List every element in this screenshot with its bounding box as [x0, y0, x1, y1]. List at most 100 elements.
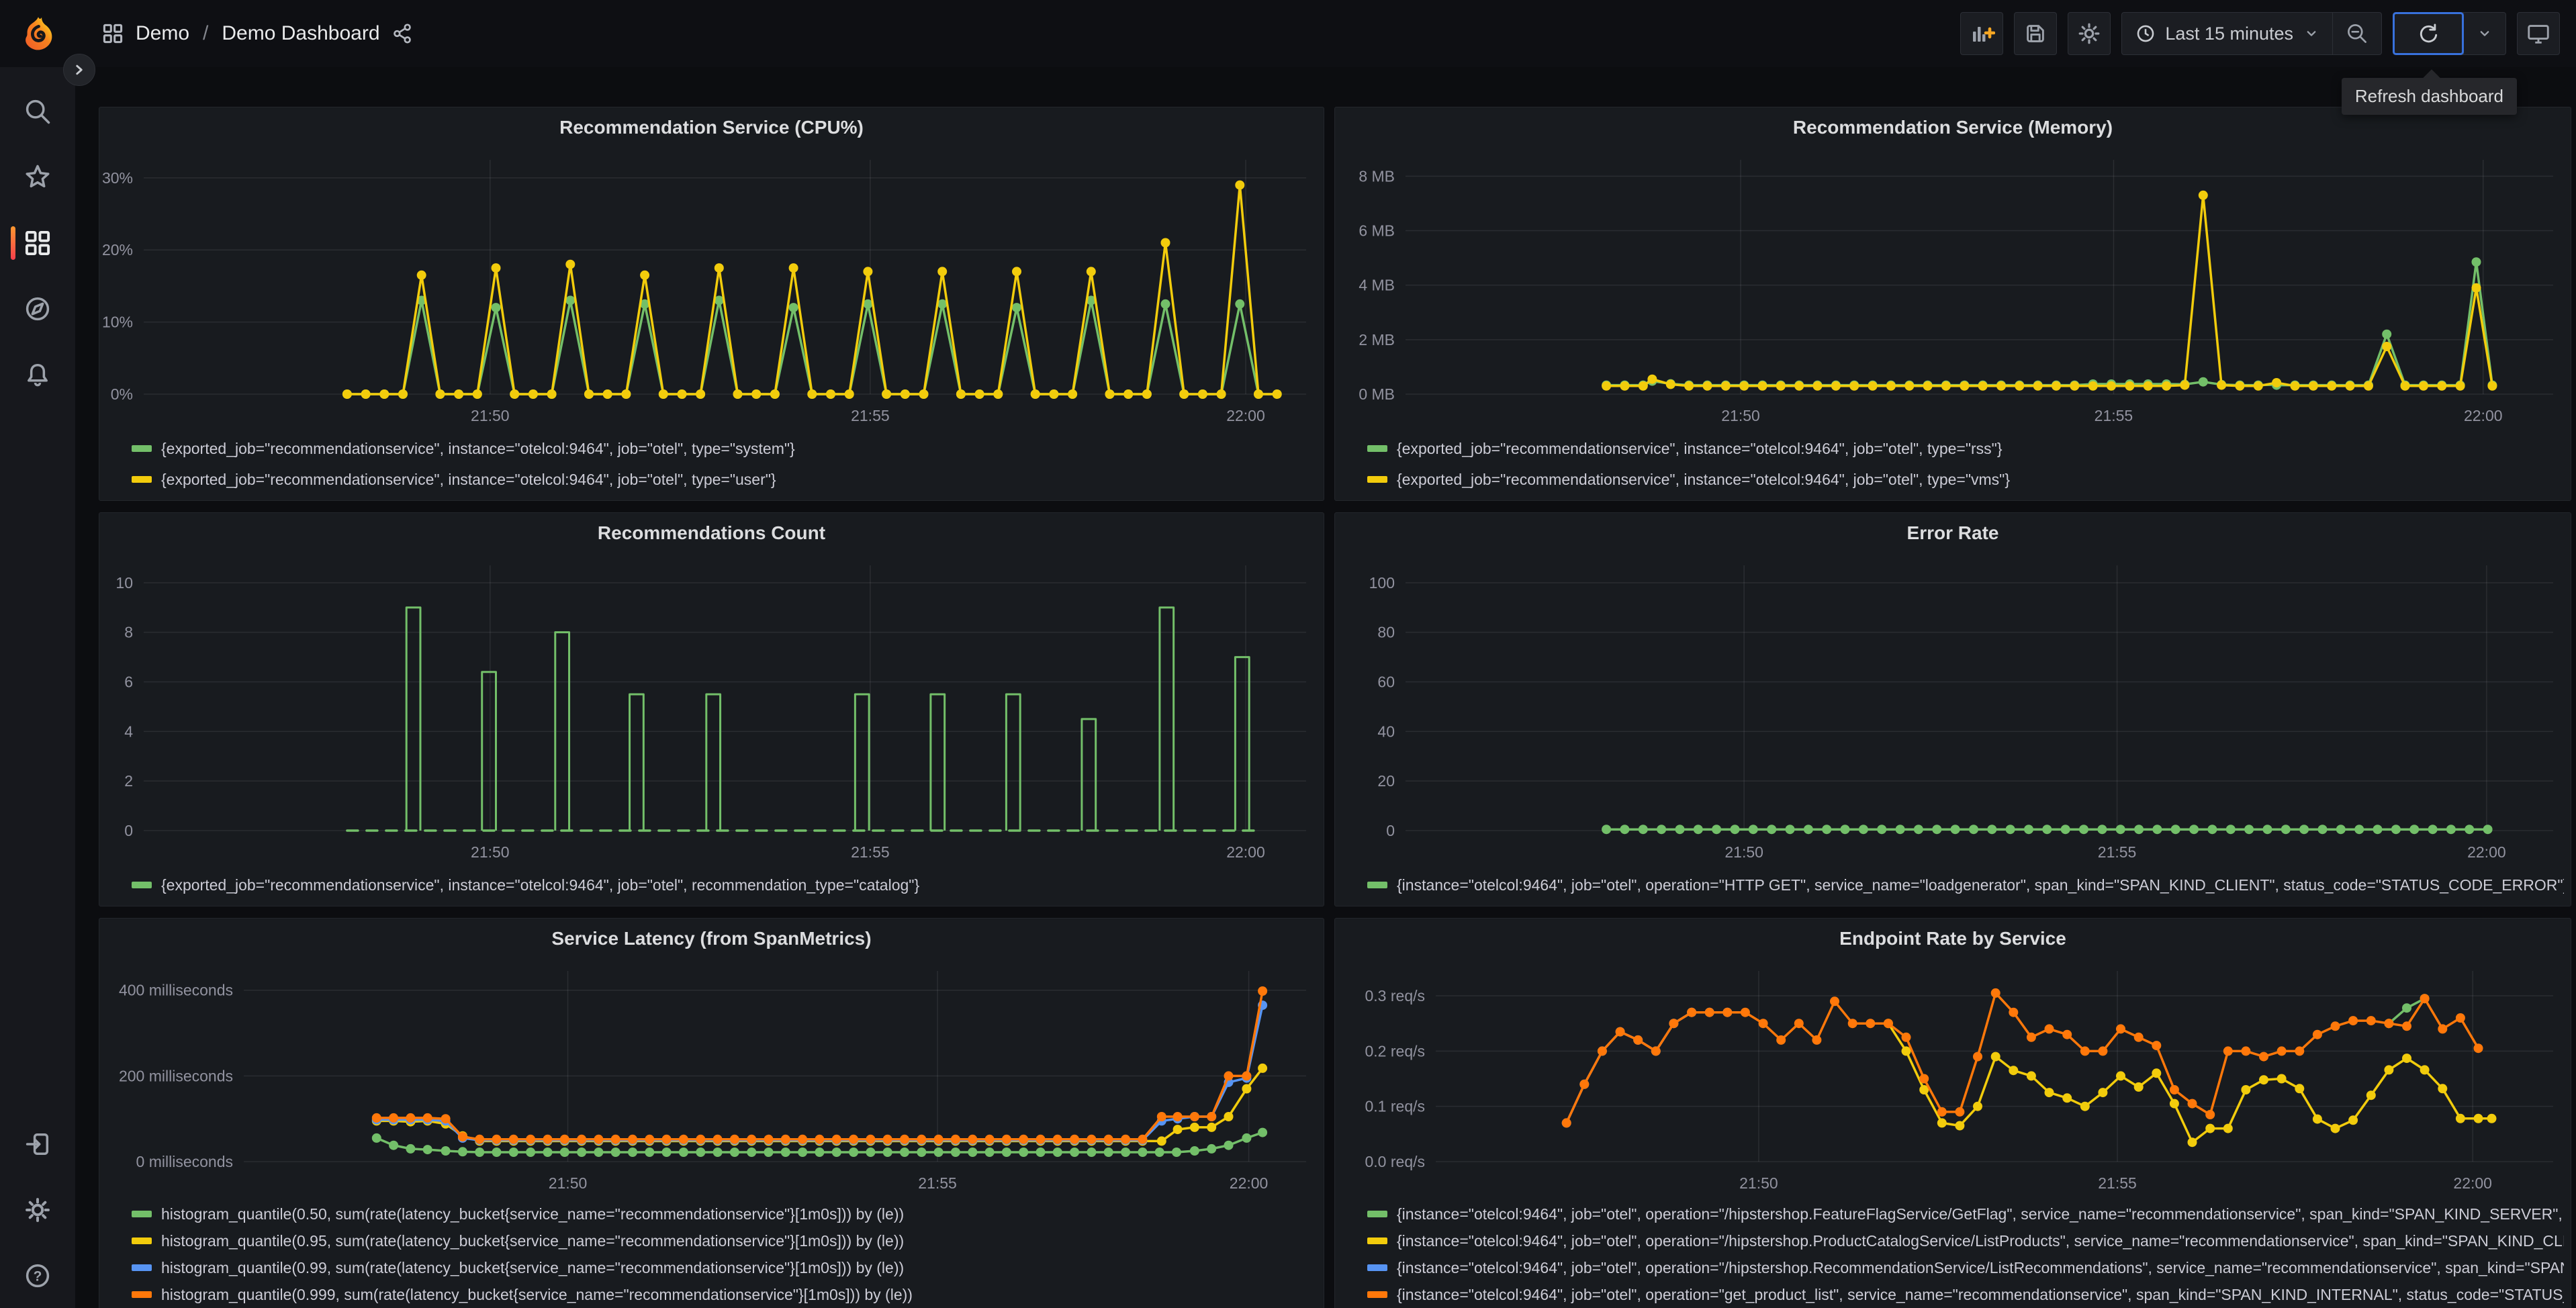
- legend-label: histogram_quantile(0.999, sum(rate(laten…: [161, 1285, 913, 1303]
- legend-swatch: [132, 882, 152, 888]
- gear-icon: [2079, 23, 2100, 44]
- legend-item[interactable]: {instance="otelcol:9464", job="otel", op…: [1367, 870, 2564, 900]
- legend-item[interactable]: {instance="otelcol:9464", job="otel", op…: [1367, 1227, 2564, 1254]
- zoom-out-button[interactable]: [2332, 13, 2381, 54]
- sidebar-item-sign-in[interactable]: [0, 1112, 75, 1176]
- add-panel-button[interactable]: [1960, 12, 2004, 55]
- svg-text:21:50: 21:50: [1721, 407, 1760, 424]
- chart-error-rate[interactable]: 21:50 21:55 22:00 0 20 40 60 80 100: [1335, 553, 2571, 868]
- legend-item[interactable]: {exported_job="recommendationservice", i…: [132, 433, 1317, 464]
- legend-label: {instance="otelcol:9464", job="otel", op…: [1397, 1205, 2564, 1223]
- sidebar-expand-button[interactable]: [63, 54, 95, 86]
- star-icon: [26, 165, 50, 188]
- legend-label: {instance="otelcol:9464", job="otel", op…: [1397, 1285, 2564, 1303]
- panel-title[interactable]: Error Rate: [1906, 522, 1999, 543]
- svg-text:22:00: 22:00: [2464, 407, 2503, 424]
- svg-text:22:00: 22:00: [1226, 407, 1265, 424]
- panel-title[interactable]: Recommendation Service (Memory): [1792, 117, 2113, 138]
- panel-recommendation-cpu: Recommendation Service (CPU%) 21:50 21:55…: [99, 107, 1324, 501]
- legend-item[interactable]: histogram_quantile(0.999, sum(rate(laten…: [132, 1281, 1317, 1308]
- legend-item[interactable]: {instance="otelcol:9464", job="otel", op…: [1367, 1201, 2564, 1227]
- svg-text:22:00: 22:00: [1230, 1174, 1269, 1192]
- chart-latency[interactable]: 21:50 21:55 22:00 0 milliseconds 200 millise…: [99, 959, 1324, 1199]
- chart-memory[interactable]: 21:50 21:55 22:00 0 MB 2 MB 4 MB 6 MB 8 MB: [1335, 148, 2571, 432]
- svg-text:10: 10: [116, 574, 133, 592]
- sidebar-item-dashboards[interactable]: [0, 211, 75, 275]
- svg-text:21:50: 21:50: [549, 1174, 588, 1192]
- panel-grid: Recommendation Service (CPU%) 21:50 21:55…: [99, 107, 2571, 1308]
- svg-text:200 milliseconds: 200 milliseconds: [119, 1067, 233, 1084]
- chart-count[interactable]: 21:50 21:55 22:00 0 2 4 6 8 10: [99, 553, 1324, 868]
- svg-text:400 milliseconds: 400 milliseconds: [119, 982, 233, 999]
- breadcrumb-folder[interactable]: Demo: [136, 22, 190, 44]
- legend: {instance="otelcol:9464", job="otel", op…: [1335, 1199, 2571, 1308]
- chart-cpu[interactable]: 21:50 21:55 22:00 0% 10% 20% 30%: [99, 148, 1324, 432]
- sidebar-item-alerting[interactable]: [0, 342, 75, 407]
- svg-text:4: 4: [124, 722, 133, 740]
- legend-swatch: [1367, 1264, 1387, 1271]
- legend-item[interactable]: {exported_job="recommendationservice", i…: [132, 464, 1317, 495]
- svg-text:10%: 10%: [102, 314, 133, 331]
- share-icon[interactable]: [391, 22, 414, 45]
- gear-icon: [26, 1198, 50, 1222]
- svg-text:6: 6: [124, 673, 133, 691]
- legend-swatch: [1367, 882, 1387, 888]
- active-indicator: [11, 226, 15, 260]
- grafana-logo[interactable]: [20, 15, 56, 52]
- panel-title[interactable]: Endpoint Rate by Service: [1839, 928, 2066, 949]
- dashboard-settings-button[interactable]: [2068, 12, 2111, 55]
- sidebar-item-configuration[interactable]: [0, 1178, 75, 1242]
- breadcrumb-dashboard[interactable]: Demo Dashboard: [222, 22, 380, 44]
- search-icon: [26, 99, 50, 124]
- legend: {exported_job="recommendationservice", i…: [99, 868, 1324, 906]
- chart-endpoint-rate[interactable]: 21:50 21:55 22:00 0.0 req/s 0.1 req/s 0.2 req…: [1335, 959, 2571, 1199]
- time-range-picker[interactable]: Last 15 minutes: [2122, 13, 2332, 54]
- panel-title[interactable]: Recommendation Service (CPU%): [559, 117, 864, 138]
- legend-item[interactable]: {instance="otelcol:9464", job="otel", op…: [1367, 1281, 2564, 1308]
- time-range-group: Last 15 minutes: [2121, 12, 2382, 55]
- legend-item[interactable]: histogram_quantile(0.95, sum(rate(latenc…: [132, 1227, 1317, 1254]
- legend: {instance="otelcol:9464", job="otel", op…: [1335, 868, 2571, 906]
- sidebar-item-explore[interactable]: [0, 277, 75, 341]
- svg-text:21:55: 21:55: [851, 407, 890, 424]
- legend-item[interactable]: histogram_quantile(0.99, sum(rate(latenc…: [132, 1254, 1317, 1281]
- cycle-view-mode-button[interactable]: [2517, 12, 2560, 55]
- sidebar-item-help[interactable]: ?: [0, 1244, 75, 1308]
- legend-item[interactable]: {exported_job="recommendationservice", i…: [1367, 433, 2564, 464]
- panel-recommendation-memory: Recommendation Service (Memory) 21:50 21:…: [1334, 107, 2571, 501]
- svg-text:20: 20: [1377, 772, 1395, 790]
- legend-label: {instance="otelcol:9464", job="otel", op…: [1397, 1231, 2564, 1250]
- svg-text:100: 100: [1369, 574, 1395, 592]
- svg-text:21:50: 21:50: [471, 843, 510, 861]
- svg-text:20%: 20%: [102, 241, 133, 259]
- legend: histogram_quantile(0.50, sum(rate(latenc…: [99, 1199, 1324, 1308]
- refresh-interval-dropdown[interactable]: [2463, 13, 2505, 54]
- svg-text:0: 0: [124, 822, 133, 839]
- sidebar-item-search[interactable]: [0, 79, 75, 144]
- chevron-down-icon: [2480, 31, 2489, 36]
- clock-icon: [2137, 25, 2154, 42]
- sidebar-item-starred[interactable]: [0, 145, 75, 209]
- legend-item[interactable]: {exported_job="recommendationservice", i…: [1367, 464, 2564, 495]
- sign-in-icon: [26, 1133, 49, 1156]
- svg-text:21:55: 21:55: [2095, 407, 2133, 424]
- legend-item[interactable]: histogram_quantile(0.50, sum(rate(latenc…: [132, 1201, 1317, 1227]
- legend-swatch: [132, 1237, 152, 1244]
- legend-label: {instance="otelcol:9464", job="otel", op…: [1397, 876, 2564, 894]
- legend-item[interactable]: {exported_job="recommendationservice", i…: [132, 870, 1317, 900]
- save-dashboard-button[interactable]: [2014, 12, 2058, 55]
- dashboard-content: Recommendation Service (CPU%) 21:50 21:55…: [75, 67, 2576, 1308]
- legend-swatch: [132, 445, 152, 452]
- zoom-out-icon: [2348, 24, 2366, 43]
- legend-swatch: [132, 476, 152, 483]
- svg-text:2: 2: [124, 772, 133, 790]
- legend-swatch: [1367, 476, 1387, 483]
- refresh-dashboard-button[interactable]: [2393, 12, 2464, 55]
- dashboard-grid-icon: [103, 24, 123, 44]
- dashboards-icon: [25, 230, 50, 256]
- panel-title[interactable]: Recommendations Count: [597, 522, 826, 543]
- svg-text:0: 0: [1386, 822, 1395, 839]
- panel-title[interactable]: Service Latency (from SpanMetrics): [551, 928, 872, 949]
- legend-item[interactable]: {instance="otelcol:9464", job="otel", op…: [1367, 1254, 2564, 1281]
- time-range-label: Last 15 minutes: [2165, 23, 2293, 44]
